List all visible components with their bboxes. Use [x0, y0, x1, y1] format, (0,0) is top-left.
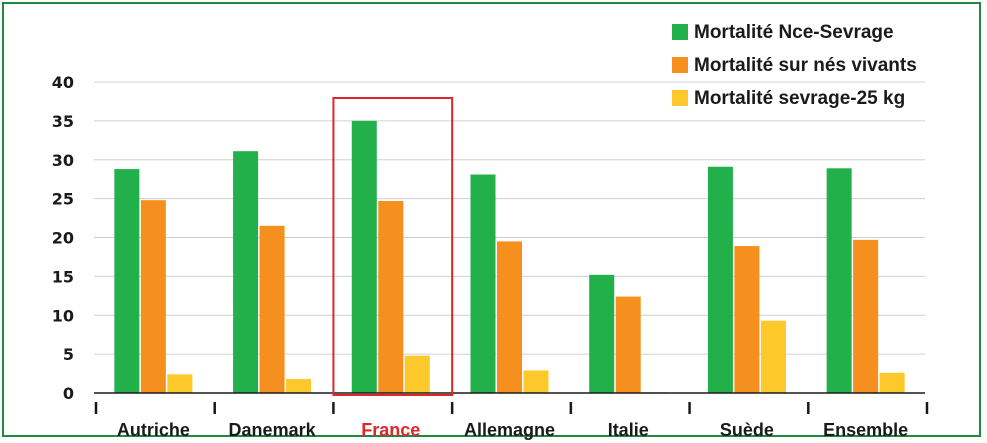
bar-ensemble-1	[826, 168, 852, 393]
bar-autriche-2	[140, 200, 166, 393]
y-tick-label: 40	[52, 73, 74, 92]
highlight-box	[332, 97, 454, 396]
y-tick-label: 0	[63, 384, 74, 403]
bar-france-1	[351, 120, 377, 393]
bar-suède-2	[734, 246, 760, 393]
bars	[114, 120, 905, 393]
y-tick-label: 30	[52, 151, 74, 170]
bar-danemark-2	[259, 225, 285, 393]
legend-label: Mortalité Nce-Sevrage	[694, 22, 894, 43]
bar-suède-3	[760, 320, 786, 393]
y-tick-label: 25	[52, 190, 74, 209]
category-label: Italie	[608, 420, 649, 440]
bar-autriche-1	[114, 169, 140, 393]
legend-label: Mortalité sur nés vivants	[694, 55, 917, 76]
bar-suède-1	[707, 166, 733, 393]
legend-swatch	[672, 57, 688, 73]
bar-allemagne-3	[523, 370, 549, 393]
y-tick-label: 10	[52, 306, 74, 325]
legend-label: Mortalité sevrage-25 kg	[694, 88, 905, 109]
category-label: France	[361, 420, 420, 440]
bar-italie-2	[615, 296, 641, 393]
bar-france-2	[378, 200, 404, 393]
bar-allemagne-1	[470, 174, 496, 393]
category-label: Autriche	[117, 420, 190, 440]
highlight-box-france	[332, 97, 454, 396]
category-label: Suède	[720, 420, 774, 440]
bar-danemark-3	[286, 379, 312, 393]
bar-france-3	[404, 355, 430, 393]
y-tick-label: 35	[52, 112, 74, 131]
bar-allemagne-2	[497, 241, 522, 393]
bar-danemark-1	[233, 151, 259, 393]
category-label: Ensemble	[823, 420, 908, 440]
x-category-labels: Autriche Danemark France Allemagne Italie Suè…	[117, 420, 908, 440]
y-tick-label: 20	[52, 229, 74, 248]
legend-swatch	[672, 24, 688, 40]
category-label: Allemagne	[464, 420, 555, 440]
y-tick-label: 5	[63, 345, 74, 364]
category-label: Danemark	[229, 420, 317, 440]
legend-swatch	[672, 90, 688, 106]
bar-ensemble-3	[879, 372, 905, 393]
bar-italie-1	[589, 274, 615, 393]
y-tick-label: 15	[52, 267, 74, 286]
y-tick-labels: 0 5 10 15 20 25 30 35 40	[52, 73, 74, 403]
grid-lines	[94, 81, 925, 355]
bar-autriche-3	[167, 374, 193, 393]
x-axis	[94, 392, 929, 414]
bar-ensemble-2	[853, 239, 879, 393]
legend: Mortalité Nce-Sevrage Mortalité sur nés v…	[672, 22, 917, 109]
